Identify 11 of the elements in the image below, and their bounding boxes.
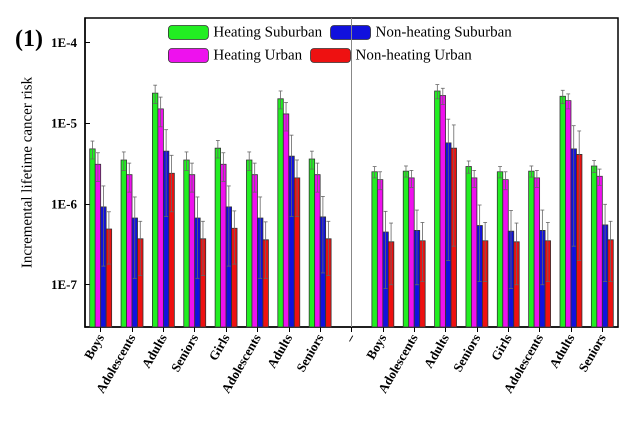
y-tick-label: 1E-6 xyxy=(51,196,78,212)
y-tick-label: 1E-4 xyxy=(51,34,78,50)
y-tick-label: 1E-5 xyxy=(51,116,78,131)
legend-label: Non-heating Urban xyxy=(356,48,472,64)
y-axis-title: Incremental lifetime cancer risk xyxy=(20,76,36,268)
chart-title: (1) xyxy=(15,26,43,52)
legend-label: Heating Suburban xyxy=(213,24,323,40)
y-tick-label: 1E-7 xyxy=(51,277,78,292)
legend-label: Non-heating Suburban xyxy=(376,24,512,40)
x-tick-label: – xyxy=(341,330,358,346)
legend-label: Heating Urban xyxy=(213,48,303,64)
